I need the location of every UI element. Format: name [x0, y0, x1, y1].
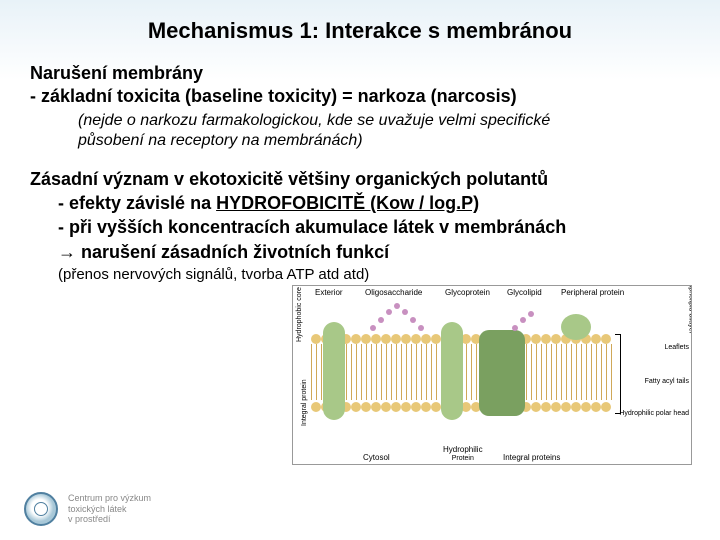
membrane-diagram: Exterior Oligosaccharide Glycoprotein Gl… — [292, 285, 692, 465]
bold-line2b: HYDROFOBICITĚ (Kow / log.P) — [216, 193, 479, 213]
bold-line2a: - efekty závislé na — [58, 193, 216, 213]
diagram-label-integral: Integral protein — [301, 379, 308, 426]
glycolipid-icon — [507, 306, 547, 336]
diagram-label-hydrophobic-core: Hydrophobic core — [296, 287, 303, 342]
integral-protein-2 — [441, 322, 463, 420]
bracket-icon — [615, 334, 621, 414]
diagram-bottom-integral: Integral proteins — [503, 453, 560, 462]
diagram-side-leaflets: Leaflets — [664, 344, 689, 352]
globe-icon — [24, 492, 58, 526]
diagram-label-exterior: Exterior — [315, 288, 343, 297]
integral-protein-1 — [323, 322, 345, 420]
footer-line1: Centrum pro výzkum — [68, 493, 151, 503]
diagram-side-fatty: Fatty acyl tails — [645, 378, 689, 386]
diagram-bottom-hydrophilic: Hydrophilic — [443, 445, 483, 454]
bold-line1: Zásadní význam v ekotoxicitě většiny org… — [30, 169, 548, 189]
diagram-bottom-cytosol: Cytosol — [363, 453, 390, 462]
diagram-label-glycoprotein: Glycoprotein — [445, 288, 490, 297]
main-paragraph: Zásadní význam v ekotoxicitě většiny org… — [30, 167, 690, 264]
diagram-side-bilayer: Phospholipid bilayer — [688, 285, 692, 334]
integral-protein-3 — [479, 330, 525, 416]
peripheral-protein — [561, 314, 591, 340]
heading-block: Narušení membrány - základní toxicita (b… — [30, 62, 690, 109]
footer-line2: toxických látek — [68, 504, 127, 514]
footer-line3: v prostředí — [68, 514, 111, 524]
heading-line2: - základní toxicita (baseline toxicity) … — [30, 86, 517, 106]
oligosaccharide-icon — [363, 298, 433, 336]
footer-text: Centrum pro výzkum toxických látek v pro… — [68, 493, 151, 525]
italic-line1: (nejde o narkozu farmakologickou, kde se… — [78, 112, 550, 129]
diagram-label-glycolipid: Glycolipid — [507, 288, 542, 297]
diagram-label-oligo: Oligosaccharide — [365, 288, 422, 297]
small-note: (přenos nervových signálů, tvorba ATP at… — [58, 266, 690, 285]
diagram-side-polar: Hydrophilic polar head — [619, 410, 689, 418]
heading-line1: Narušení membrány — [30, 63, 203, 83]
italic-note: (nejde o narkozu farmakologickou, kde se… — [78, 111, 690, 151]
italic-line2: působení na receptory na membránách) — [78, 132, 363, 149]
bold-line4-text: narušení zásadních životních funkcí — [81, 242, 389, 262]
slide-title: Mechanismus 1: Interakce s membránou — [30, 18, 690, 44]
bold-line3: - při vyšších koncentracích akumulace lá… — [58, 215, 690, 239]
footer: Centrum pro výzkum toxických látek v pro… — [24, 492, 151, 526]
diagram-bottom-protein: Protein — [452, 455, 474, 462]
diagram-label-peripheral: Peripheral protein — [561, 288, 624, 297]
